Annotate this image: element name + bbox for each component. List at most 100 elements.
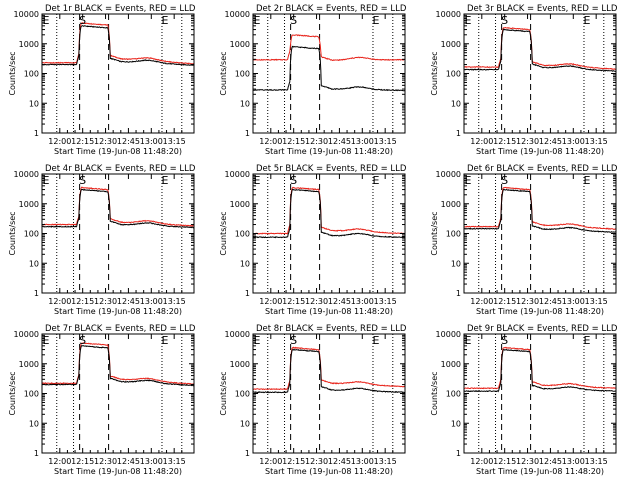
marker-label: E (465, 14, 472, 27)
marker-label: S (501, 334, 508, 347)
marker-label: E (161, 174, 168, 187)
lld-line (253, 34, 405, 62)
xtick-label: 12:45 (117, 457, 140, 466)
xtick-label: 12:15 (493, 297, 516, 306)
xtick-label: 13:15 (163, 457, 186, 466)
xtick-label: 12:15 (282, 137, 305, 146)
series-group (464, 346, 616, 393)
panel-title: Det 4r BLACK = Events, RED = LLD (45, 164, 196, 174)
ytick-label: 1000 (19, 360, 39, 369)
ytick-label: 1000 (19, 40, 39, 49)
ytick-label: 1 (245, 449, 250, 458)
xaxis-label: Start Time (19-Jun-08 11:48:20) (476, 147, 604, 156)
marker-label: S (501, 14, 508, 27)
panel-frame (41, 13, 195, 134)
events-line (253, 348, 405, 394)
events-line (464, 348, 616, 393)
xtick-label: 12:00 (259, 297, 282, 306)
panel-frame (463, 173, 617, 294)
marker-label: S (501, 174, 508, 187)
xaxis-label: Start Time (19-Jun-08 11:48:20) (54, 467, 182, 476)
xtick-label: 12:45 (539, 457, 562, 466)
yaxis-label: Counts/sec (219, 51, 228, 95)
ytick-label: 10000 (436, 330, 461, 339)
ytick-label: 10000 (14, 170, 39, 179)
ytick-label: 1 (245, 289, 250, 298)
ytick-label: 10 (240, 259, 250, 268)
xtick-label: 12:00 (259, 457, 282, 466)
xtick-label: 12:30 (516, 457, 539, 466)
ytick-label: 10000 (436, 10, 461, 19)
ytick-label: 10000 (14, 330, 39, 339)
xtick-label: 12:00 (48, 297, 71, 306)
ytick-label: 10000 (14, 10, 39, 19)
series-group (42, 342, 194, 387)
xtick-label: 12:45 (328, 457, 351, 466)
ytick-label: 10000 (436, 170, 461, 179)
series-group (464, 186, 616, 233)
yaxis-label: Counts/sec (219, 211, 228, 255)
xaxis-label: Start Time (19-Jun-08 11:48:20) (265, 307, 393, 316)
xtick-label: 12:15 (71, 297, 94, 306)
ytick-label: 10 (240, 419, 250, 428)
xtick-label: 12:30 (516, 137, 539, 146)
marker-label: E (583, 14, 590, 27)
panel-title: Det 3r BLACK = Events, RED = LLD (467, 4, 618, 14)
xtick-label: 12:15 (71, 137, 94, 146)
xtick-label: 13:15 (163, 297, 186, 306)
events-line (42, 345, 194, 387)
ytick-label: 1 (245, 129, 250, 138)
ytick-label: 100 (235, 230, 250, 239)
yaxis-label: Counts/sec (219, 371, 228, 415)
events-line (464, 188, 616, 233)
ytick-label: 1000 (19, 200, 39, 209)
panel-frame (252, 333, 406, 454)
panel-frame (41, 173, 195, 294)
ytick-label: 100 (24, 230, 39, 239)
xtick-label: 13:00 (140, 457, 163, 466)
panel-title: Det 7r BLACK = Events, RED = LLD (45, 324, 196, 334)
ytick-label: 10 (451, 259, 461, 268)
xtick-label: 13:00 (351, 297, 374, 306)
ytick-label: 1000 (230, 200, 250, 209)
marker-label: E (372, 14, 379, 27)
xtick-label: 13:15 (163, 137, 186, 146)
xtick-label: 13:15 (374, 297, 397, 306)
xaxis-label: Start Time (19-Jun-08 11:48:20) (54, 307, 182, 316)
xtick-label: 12:00 (470, 137, 493, 146)
panel-frame (252, 13, 406, 134)
marker-label: E (465, 174, 472, 187)
yaxis-label: Counts/sec (430, 51, 439, 95)
ytick-label: 1000 (441, 40, 461, 49)
yaxis-label: Counts/sec (430, 211, 439, 255)
ytick-label: 10000 (225, 330, 250, 339)
xtick-label: 13:00 (351, 457, 374, 466)
ytick-label: 1 (34, 129, 39, 138)
xtick-label: 12:00 (470, 297, 493, 306)
lld-line (42, 186, 194, 227)
xtick-label: 12:45 (117, 137, 140, 146)
panel-frame (463, 333, 617, 454)
xtick-label: 12:45 (117, 297, 140, 306)
lld-line (464, 26, 616, 70)
marker-label: S (79, 14, 86, 27)
marker-label: E (583, 334, 590, 347)
lld-line (464, 346, 616, 390)
marker-label: E (43, 174, 50, 187)
series-group (253, 34, 405, 92)
xaxis-label: Start Time (19-Jun-08 11:48:20) (476, 467, 604, 476)
ytick-label: 1 (456, 449, 461, 458)
series-group (253, 186, 405, 239)
xtick-label: 12:30 (305, 137, 328, 146)
xtick-label: 13:00 (351, 137, 374, 146)
series-group (464, 26, 616, 72)
